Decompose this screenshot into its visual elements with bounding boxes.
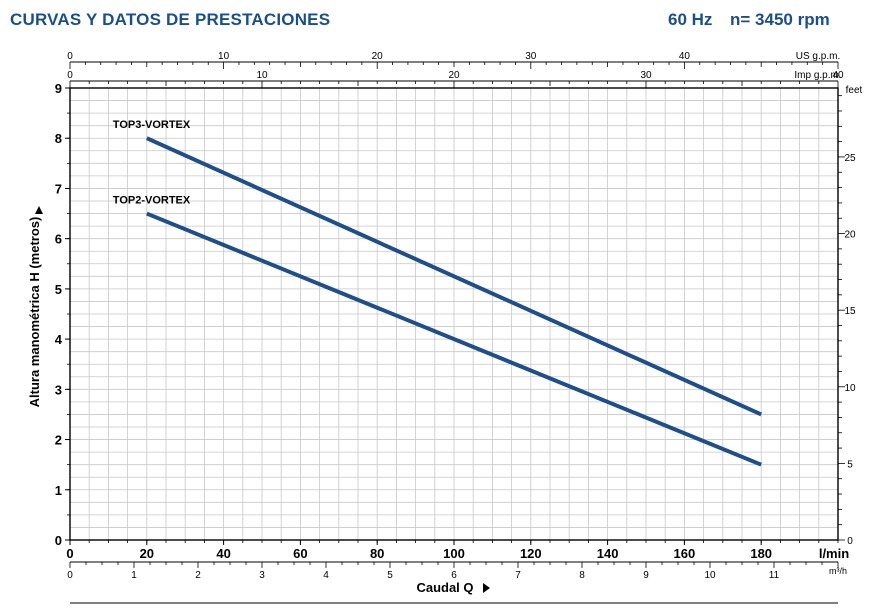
y-tick-label: 9: [55, 81, 62, 96]
curve-label-top2-vortex: TOP2-VORTEX: [113, 195, 191, 207]
m3h-tick-label: 3: [259, 570, 265, 581]
y-tick-label: 0: [55, 533, 62, 548]
m3h-unit-label: m³/h: [829, 566, 847, 576]
frequency-label: 60 Hz: [668, 10, 713, 29]
x-axis-arrow-icon: [483, 583, 490, 593]
us-gpm-tick-label: 20: [372, 51, 384, 62]
y-tick-label: 4: [55, 332, 63, 347]
m3h-tick-label: 6: [451, 570, 457, 581]
feet-tick-label: 5: [847, 459, 853, 470]
x-tick-label: 40: [216, 546, 230, 561]
x-tick-label: 180: [750, 546, 772, 561]
us-gpm-tick-label: 0: [67, 51, 73, 62]
imp-gpm-tick-label: 0: [67, 70, 73, 81]
y-axis-arrow-icon: [35, 206, 43, 214]
y-tick-label: 6: [55, 232, 62, 247]
y-tick-label: 8: [55, 131, 62, 146]
y-tick-label: 3: [55, 382, 62, 397]
feet-tick-label: 20: [844, 230, 856, 241]
x-tick-label: 120: [520, 546, 542, 561]
speed-label: n= 3450 rpm: [730, 10, 830, 29]
chart-title: CURVAS Y DATOS DE PRESTACIONES: [10, 10, 331, 29]
us-gpm-tick-label: 10: [218, 51, 230, 62]
imp-gpm-tick-label: 10: [256, 70, 268, 81]
m3h-tick-label: 8: [579, 570, 585, 581]
feet-tick-label: 25: [844, 153, 856, 164]
curve-top3-vortex: [145, 136, 763, 417]
m3h-tick-label: 9: [643, 570, 649, 581]
y-tick-label: 2: [55, 433, 62, 448]
x-unit-label: l/min: [819, 546, 849, 561]
y-tick-label: 1: [55, 483, 62, 498]
m3h-tick-label: 1: [131, 570, 137, 581]
m3h-tick-label: 11: [769, 570, 780, 581]
y-axis-title: Altura manométrica H (metros): [27, 217, 42, 408]
m3h-tick-label: 5: [387, 570, 393, 581]
m3h-tick-label: 0: [67, 570, 73, 581]
imp-gpm-tick-label: 30: [640, 70, 652, 81]
us-gpm-tick-label: 40: [679, 51, 691, 62]
m3h-tick-label: 10: [704, 570, 716, 581]
x-axis-title: Caudal Q: [416, 580, 473, 595]
feet-tick-label: 10: [844, 383, 856, 394]
feet-unit-label: feet: [846, 85, 863, 96]
imp-gpm-tick-label: 40: [832, 70, 844, 81]
x-tick-label: 140: [597, 546, 619, 561]
m3h-tick-label: 2: [195, 570, 201, 581]
x-tick-label: 160: [674, 546, 696, 561]
feet-tick-label: 15: [844, 306, 856, 317]
x-tick-label: 20: [140, 546, 154, 561]
m3h-tick-label: 7: [515, 570, 521, 581]
feet-tick-label: 0: [847, 536, 853, 547]
m3h-tick-label: 4: [323, 570, 329, 581]
x-tick-label: 60: [293, 546, 307, 561]
x-tick-label: 80: [370, 546, 384, 561]
imp-gpm-tick-label: 20: [448, 70, 460, 81]
us-gpm-unit-label: US g.p.m.: [796, 51, 840, 62]
curve-top2-vortex: [146, 211, 762, 467]
curve-label-top3-vortex: TOP3-VORTEX: [113, 119, 191, 131]
y-tick-label: 7: [55, 181, 62, 196]
y-tick-label: 5: [55, 282, 62, 297]
us-gpm-tick-label: 30: [525, 51, 537, 62]
imp-gpm-unit-label: Imp g.p.m.: [794, 70, 841, 81]
x-tick-label: 0: [66, 546, 73, 561]
x-tick-label: 100: [443, 546, 465, 561]
